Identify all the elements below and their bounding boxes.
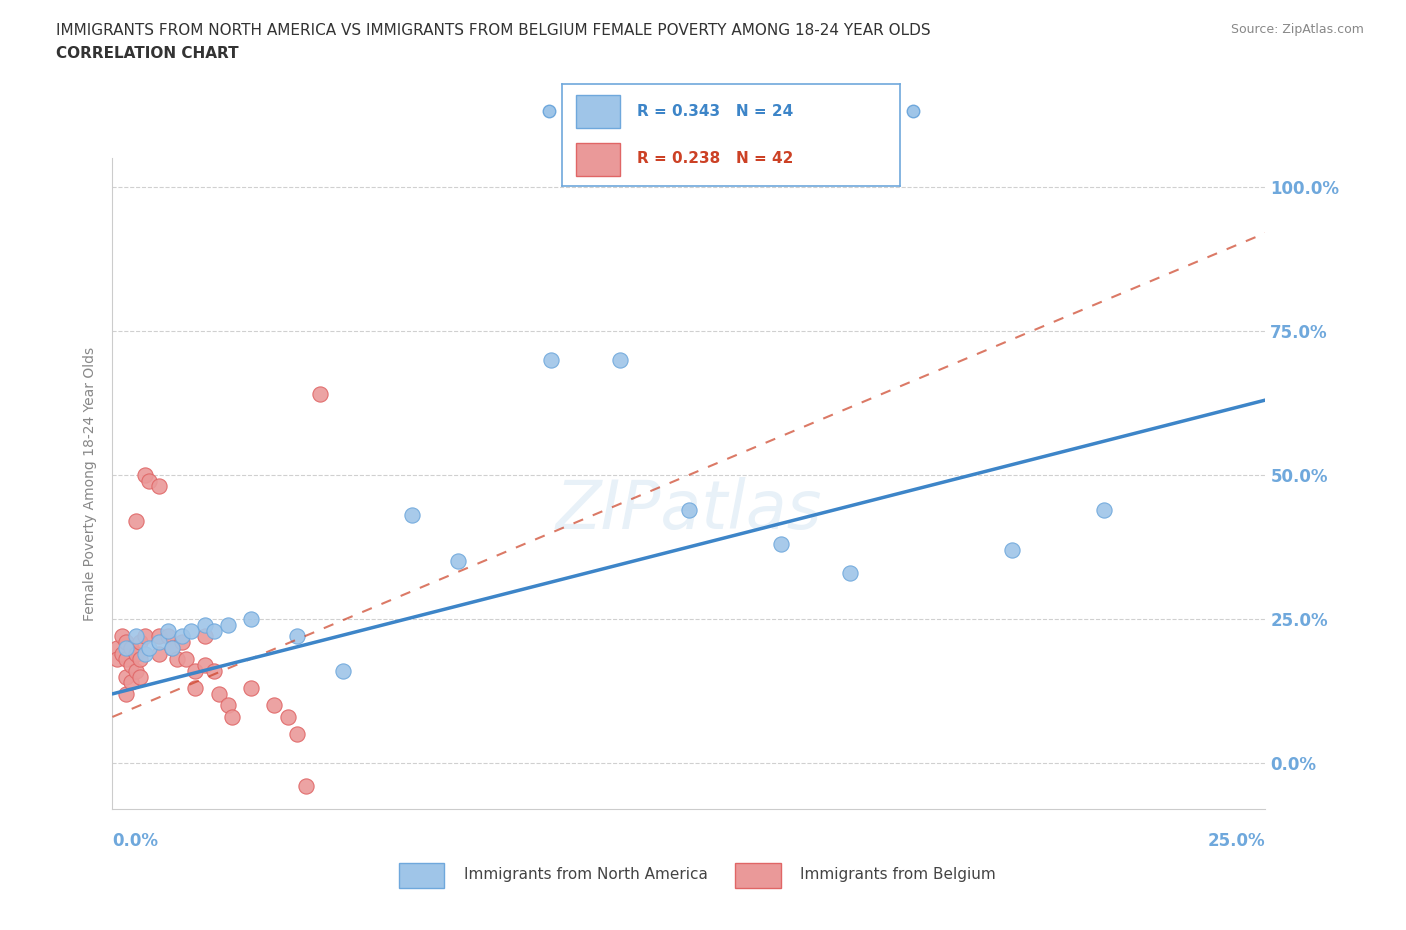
Text: Immigrants from North America: Immigrants from North America xyxy=(464,867,707,882)
Point xyxy=(162,641,184,656)
Text: CORRELATION CHART: CORRELATION CHART xyxy=(56,46,239,61)
Point xyxy=(134,646,156,661)
Point xyxy=(148,634,170,649)
Point xyxy=(156,623,179,638)
Point xyxy=(129,652,152,667)
Point xyxy=(170,629,193,644)
FancyBboxPatch shape xyxy=(399,863,444,888)
FancyBboxPatch shape xyxy=(735,863,780,888)
Point xyxy=(770,537,793,551)
Text: 0.0%: 0.0% xyxy=(112,832,159,850)
FancyBboxPatch shape xyxy=(576,143,620,176)
Point xyxy=(184,681,207,696)
Point xyxy=(115,652,138,667)
Point xyxy=(295,778,318,793)
Point xyxy=(115,686,138,701)
Point xyxy=(115,670,138,684)
Point xyxy=(194,629,217,644)
Point xyxy=(115,641,138,656)
Point xyxy=(148,629,170,644)
Point xyxy=(174,652,197,667)
Point xyxy=(194,658,217,672)
Point xyxy=(170,634,193,649)
Point xyxy=(207,686,229,701)
Point xyxy=(609,352,631,367)
Point xyxy=(217,698,239,712)
Point xyxy=(111,646,134,661)
Point xyxy=(194,618,217,632)
FancyBboxPatch shape xyxy=(576,95,620,127)
Point xyxy=(839,565,862,580)
Point xyxy=(239,612,262,627)
Point xyxy=(277,710,299,724)
Point xyxy=(401,508,423,523)
Point xyxy=(124,513,146,528)
Text: Immigrants from Belgium: Immigrants from Belgium xyxy=(800,867,995,882)
Point xyxy=(156,629,179,644)
Point xyxy=(540,352,562,367)
Point xyxy=(217,618,239,632)
Text: IMMIGRANTS FROM NORTH AMERICA VS IMMIGRANTS FROM BELGIUM FEMALE POVERTY AMONG 18: IMMIGRANTS FROM NORTH AMERICA VS IMMIGRA… xyxy=(56,23,931,38)
Point xyxy=(1092,502,1115,517)
Text: R = 0.238   N = 42: R = 0.238 N = 42 xyxy=(637,151,793,166)
Text: R = 0.343   N = 24: R = 0.343 N = 24 xyxy=(637,104,793,119)
Point xyxy=(134,629,156,644)
Point xyxy=(111,629,134,644)
Point xyxy=(263,698,285,712)
Point xyxy=(138,641,160,656)
Point xyxy=(285,726,308,741)
Point xyxy=(124,663,146,678)
Point xyxy=(166,652,188,667)
Y-axis label: Female Poverty Among 18-24 Year Olds: Female Poverty Among 18-24 Year Olds xyxy=(83,347,97,620)
Point xyxy=(148,646,170,661)
Point xyxy=(120,675,142,690)
Point xyxy=(120,641,142,656)
Point xyxy=(180,623,202,638)
Point xyxy=(124,629,146,644)
Point xyxy=(202,623,225,638)
Point xyxy=(134,468,156,483)
Point xyxy=(148,479,170,494)
Point xyxy=(184,663,207,678)
Point xyxy=(120,658,142,672)
Text: ZIPatlas: ZIPatlas xyxy=(555,477,823,542)
Point xyxy=(239,681,262,696)
Point xyxy=(105,641,128,656)
Point xyxy=(138,473,160,488)
Point xyxy=(309,387,332,402)
Point xyxy=(124,646,146,661)
Point xyxy=(1001,542,1024,557)
Point xyxy=(105,652,128,667)
Point xyxy=(115,634,138,649)
Text: 25.0%: 25.0% xyxy=(1208,832,1265,850)
Point xyxy=(129,670,152,684)
Point xyxy=(447,554,470,569)
Text: Source: ZipAtlas.com: Source: ZipAtlas.com xyxy=(1230,23,1364,36)
Point xyxy=(162,641,184,656)
Point xyxy=(221,710,243,724)
Point xyxy=(202,663,225,678)
Point xyxy=(129,634,152,649)
Point xyxy=(678,502,700,517)
Point xyxy=(285,629,308,644)
Point xyxy=(332,663,354,678)
